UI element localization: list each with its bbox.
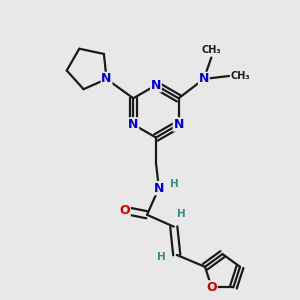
Text: H: H: [157, 252, 166, 262]
Text: CH₃: CH₃: [231, 71, 250, 81]
Text: CH₃: CH₃: [202, 45, 221, 55]
Text: N: N: [151, 79, 161, 92]
Text: N: N: [154, 182, 164, 194]
Text: N: N: [128, 118, 139, 131]
Text: H: H: [170, 179, 179, 190]
Text: O: O: [119, 204, 130, 217]
Text: N: N: [199, 73, 209, 85]
Text: H: H: [177, 209, 186, 219]
Text: O: O: [206, 281, 217, 294]
Text: N: N: [173, 118, 184, 131]
Text: N: N: [101, 73, 112, 85]
